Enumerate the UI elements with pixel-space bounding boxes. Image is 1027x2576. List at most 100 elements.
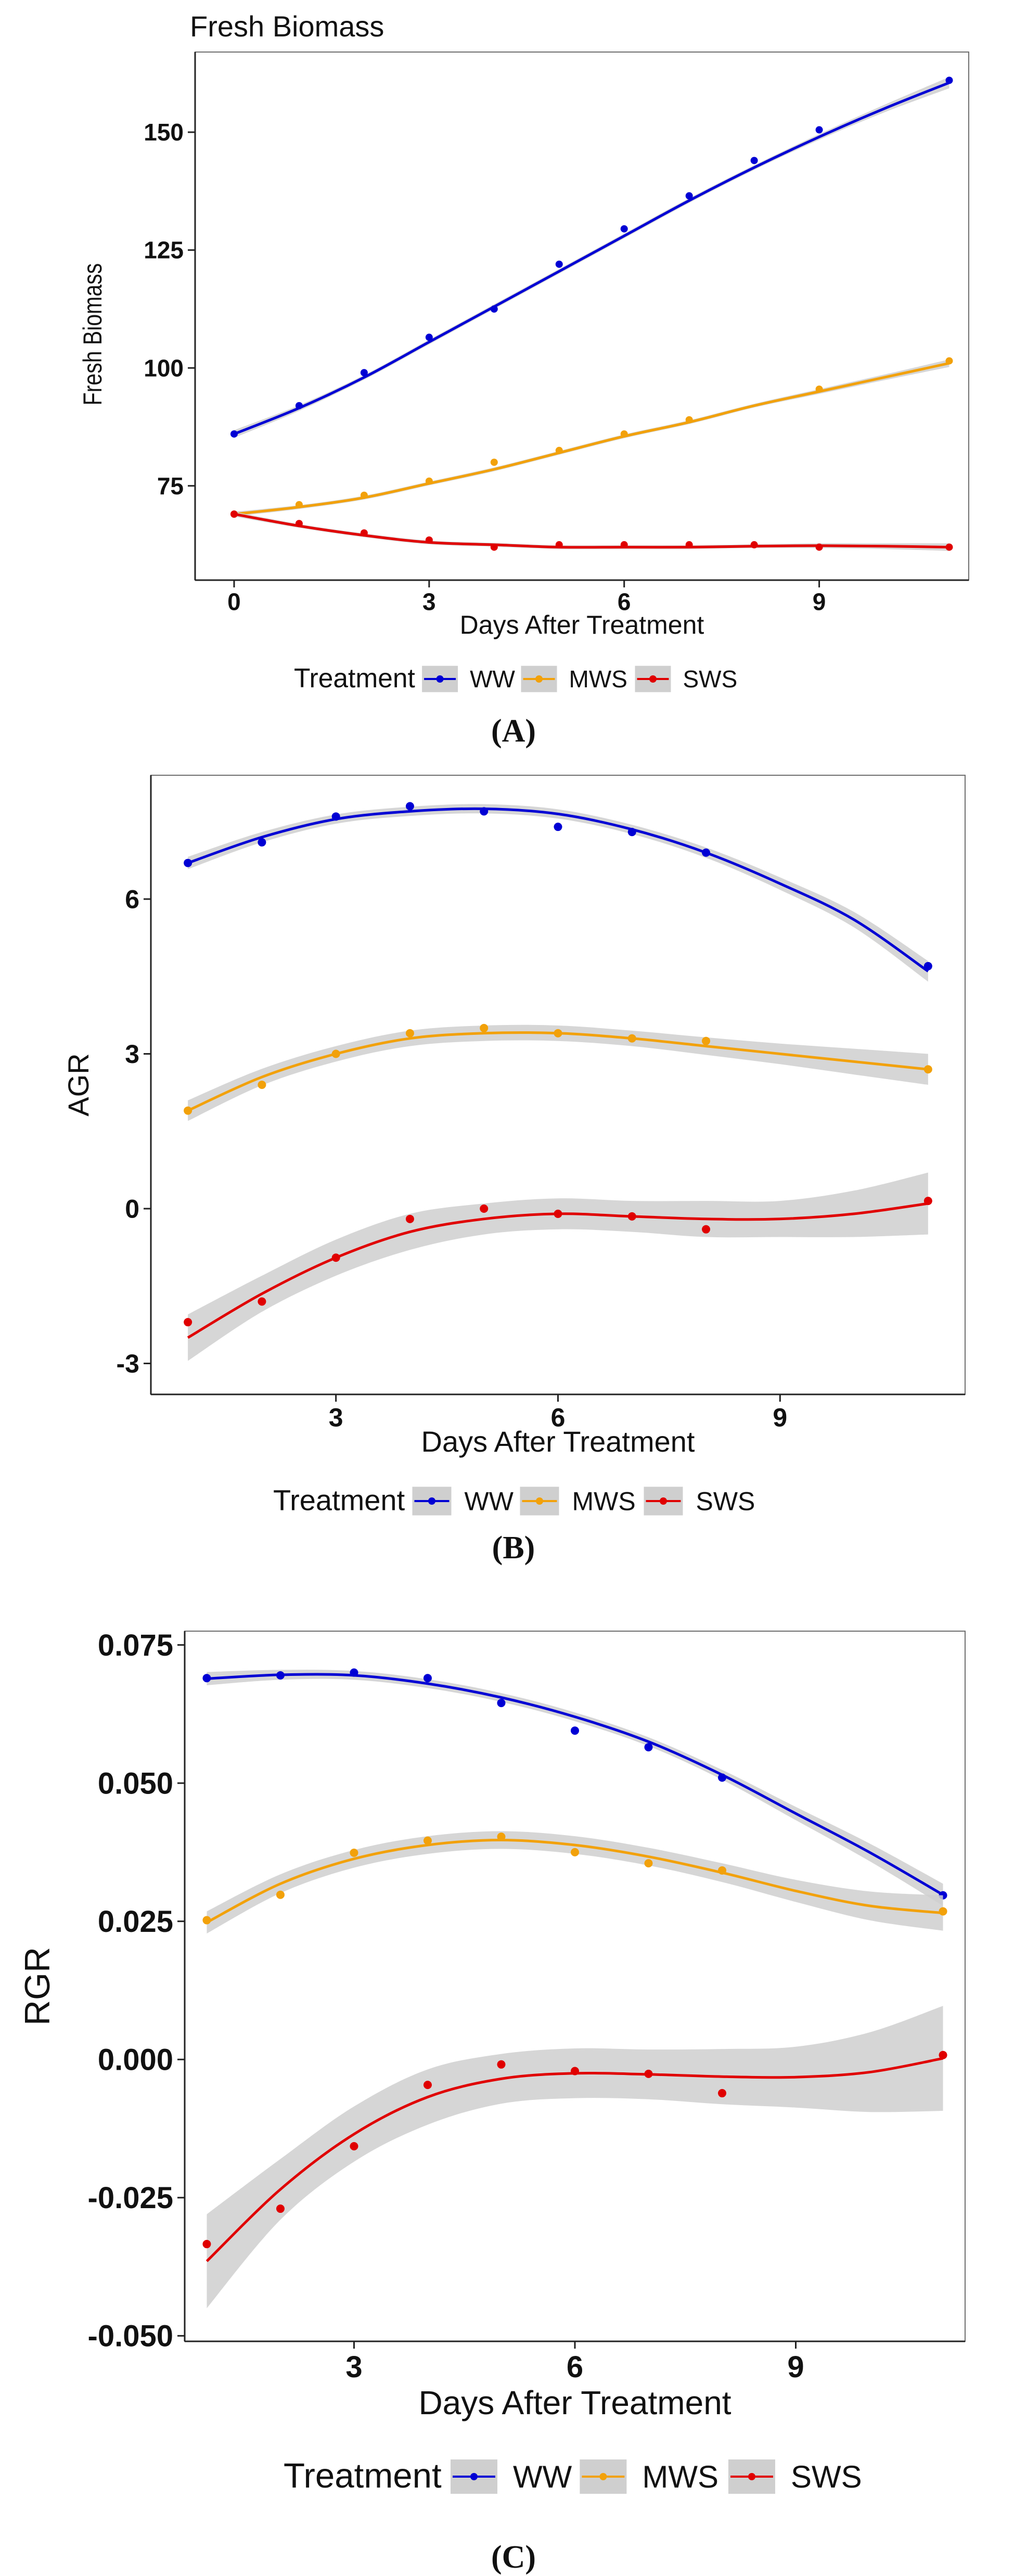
data-point — [571, 1726, 579, 1735]
legend-key-point — [470, 2473, 478, 2480]
legend-title: Treatment — [273, 1484, 405, 1517]
x-tick-label: 0 — [227, 588, 241, 616]
data-point — [258, 838, 266, 847]
chart-title: Fresh Biomass — [190, 10, 384, 43]
y-tick-label: 0.000 — [98, 2043, 173, 2077]
data-point — [405, 1214, 414, 1223]
series-mws — [230, 357, 953, 518]
data-point — [480, 807, 489, 816]
data-point — [923, 1197, 932, 1206]
data-point — [815, 543, 823, 551]
x-tick-label: 6 — [567, 2350, 583, 2384]
data-point — [923, 1065, 932, 1074]
data-point — [360, 369, 368, 377]
legend: Treatment WW MWS SWS — [294, 663, 737, 693]
data-point — [685, 192, 693, 200]
y-axis-title: Fresh Biomass — [78, 263, 107, 405]
data-point — [202, 1674, 211, 1683]
data-point — [702, 1036, 711, 1045]
x-tick-label: 9 — [813, 588, 826, 616]
data-point — [555, 260, 563, 268]
data-point — [620, 225, 628, 233]
x-axis-title: Days After Treatment — [418, 2384, 731, 2421]
data-point — [230, 510, 238, 518]
data-point — [423, 1674, 432, 1683]
confidence-band — [234, 77, 949, 438]
x-tick-label: 3 — [345, 2350, 362, 2384]
data-point — [230, 430, 238, 438]
data-point — [295, 501, 303, 508]
data-point — [750, 157, 758, 164]
data-point — [425, 536, 433, 544]
data-point — [497, 1832, 506, 1841]
legend-entry-ww: WW — [451, 2459, 572, 2494]
data-point — [571, 1848, 579, 1856]
data-point — [331, 1253, 340, 1262]
data-point — [644, 2069, 653, 2078]
series-ww — [230, 76, 953, 438]
data-point — [405, 1029, 414, 1037]
legend-key-point — [599, 2473, 607, 2480]
legend: Treatment WW MWS SWS — [273, 1484, 755, 1517]
x-tick-label: 9 — [773, 1403, 787, 1432]
data-point — [644, 1743, 653, 1752]
legend-label: SWS — [791, 2459, 862, 2494]
y-tick-label: 100 — [144, 354, 184, 381]
data-point — [425, 334, 433, 341]
data-point — [276, 2205, 285, 2213]
data-point — [627, 1034, 636, 1043]
data-point — [718, 1773, 727, 1782]
series-sws — [230, 510, 953, 551]
data-point — [718, 1866, 727, 1875]
y-tick-label: -3 — [117, 1349, 139, 1378]
legend-entry-ww: WW — [412, 1486, 514, 1516]
chart-panel-3: -0.050 -0.025 0.000 0.025 0.050 0.075 3 6 9 Days … — [18, 1629, 966, 2495]
data-point — [945, 76, 953, 84]
panel-label-a: (A) — [491, 713, 536, 749]
data-point — [945, 357, 953, 365]
legend-label: MWS — [569, 665, 627, 693]
fit-line — [206, 1838, 943, 1924]
series-mws — [202, 1831, 947, 1934]
data-point — [644, 1859, 653, 1868]
plot-area — [184, 1631, 966, 2342]
data-point — [815, 126, 823, 134]
y-tick-label: 0 — [125, 1195, 139, 1224]
data-point — [423, 2081, 432, 2090]
data-point — [620, 430, 628, 438]
data-point — [184, 1106, 192, 1115]
data-point — [627, 828, 636, 837]
fit-line — [206, 2057, 943, 2262]
legend-key-point — [536, 1497, 543, 1505]
legend-key-point — [748, 2473, 755, 2480]
y-axis-title: RGR — [18, 1947, 57, 2026]
data-point — [258, 1081, 266, 1089]
confidence-band — [207, 1831, 943, 1934]
data-point — [331, 812, 340, 821]
series-sws — [202, 2006, 947, 2309]
data-point — [939, 1907, 947, 1916]
legend-entry-sws: SWS — [635, 665, 738, 693]
y-tick-label: -0.025 — [88, 2181, 173, 2215]
data-point — [555, 541, 563, 549]
legend-entry-sws: SWS — [644, 1486, 755, 1516]
legend-label: WW — [465, 1487, 514, 1516]
data-point — [360, 491, 368, 499]
data-point — [360, 529, 368, 537]
data-point — [202, 1916, 211, 1925]
legend-key-point — [428, 1497, 435, 1505]
data-point — [702, 1225, 711, 1234]
confidence-band — [207, 2006, 943, 2309]
legend-label: WW — [470, 665, 515, 693]
data-point — [350, 1668, 358, 1677]
legend-label: SWS — [683, 665, 738, 693]
data-point — [497, 1699, 506, 1708]
x-axis-title: Days After Treatment — [421, 1425, 695, 1458]
legend-title: Treatment — [294, 663, 415, 693]
data-point — [295, 402, 303, 409]
data-point — [620, 541, 628, 549]
data-point — [480, 1204, 489, 1213]
data-point — [490, 458, 498, 466]
y-tick-label: 150 — [144, 119, 184, 146]
